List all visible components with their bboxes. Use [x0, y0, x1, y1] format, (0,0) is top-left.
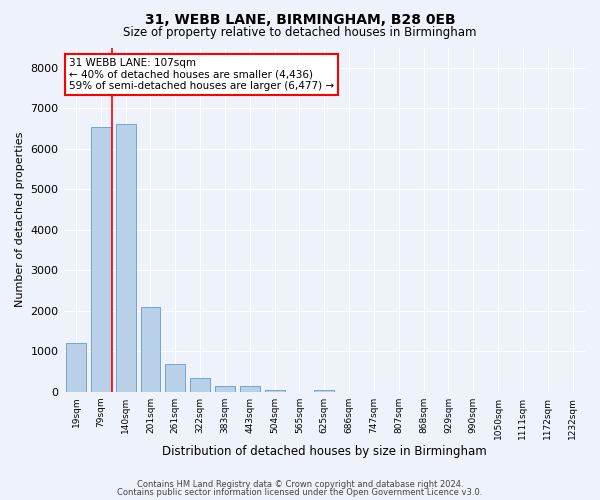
Bar [166, 364, 185, 392]
Text: 31 WEBB LANE: 107sqm
← 40% of detached houses are smaller (4,436)
59% of semi-de: 31 WEBB LANE: 107sqm ← 40% of detached h… [69, 58, 334, 91]
Bar [215, 386, 235, 392]
Text: Size of property relative to detached houses in Birmingham: Size of property relative to detached ho… [123, 26, 477, 39]
Text: 31, WEBB LANE, BIRMINGHAM, B28 0EB: 31, WEBB LANE, BIRMINGHAM, B28 0EB [145, 12, 455, 26]
X-axis label: Distribution of detached houses by size in Birmingham: Distribution of detached houses by size … [162, 444, 487, 458]
Bar [314, 390, 334, 392]
Bar [140, 307, 160, 392]
Bar [91, 126, 111, 392]
Bar [190, 378, 210, 392]
Bar [116, 124, 136, 392]
Text: Contains HM Land Registry data © Crown copyright and database right 2024.: Contains HM Land Registry data © Crown c… [137, 480, 463, 489]
Bar [265, 390, 284, 392]
Y-axis label: Number of detached properties: Number of detached properties [15, 132, 25, 308]
Bar [240, 386, 260, 392]
Text: Contains public sector information licensed under the Open Government Licence v3: Contains public sector information licen… [118, 488, 482, 497]
Bar [66, 344, 86, 392]
